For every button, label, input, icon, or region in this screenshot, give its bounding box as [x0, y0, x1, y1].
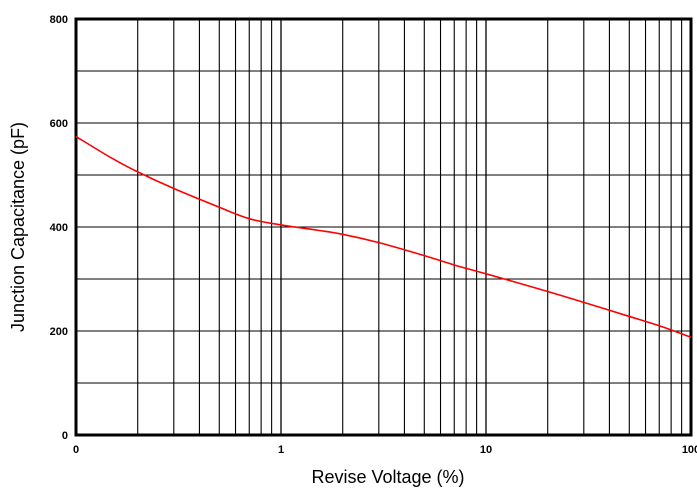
- y-tick-label: 400: [50, 222, 68, 234]
- y-tick-label: 800: [50, 14, 68, 26]
- y-axis-label: Junction Capacitance (pF): [8, 122, 28, 332]
- plot-frame: [74, 17, 693, 437]
- x-tick-label: 100: [682, 444, 697, 456]
- y-tick-label: 600: [50, 118, 68, 130]
- x-tick-label: 1: [278, 444, 284, 456]
- x-tick-labels: 0 1 10 100: [73, 444, 697, 456]
- y-tick-label: 200: [50, 326, 68, 338]
- major-grid: [76, 19, 691, 435]
- x-axis-label: Revise Voltage (%): [311, 467, 464, 487]
- y-tick-labels: 0 200 400 600 800: [50, 14, 68, 442]
- x-tick-label: 0: [73, 444, 79, 456]
- series-line: [75, 135, 692, 338]
- x-tick-label: 10: [480, 444, 492, 456]
- y-tick-label: 0: [62, 430, 68, 442]
